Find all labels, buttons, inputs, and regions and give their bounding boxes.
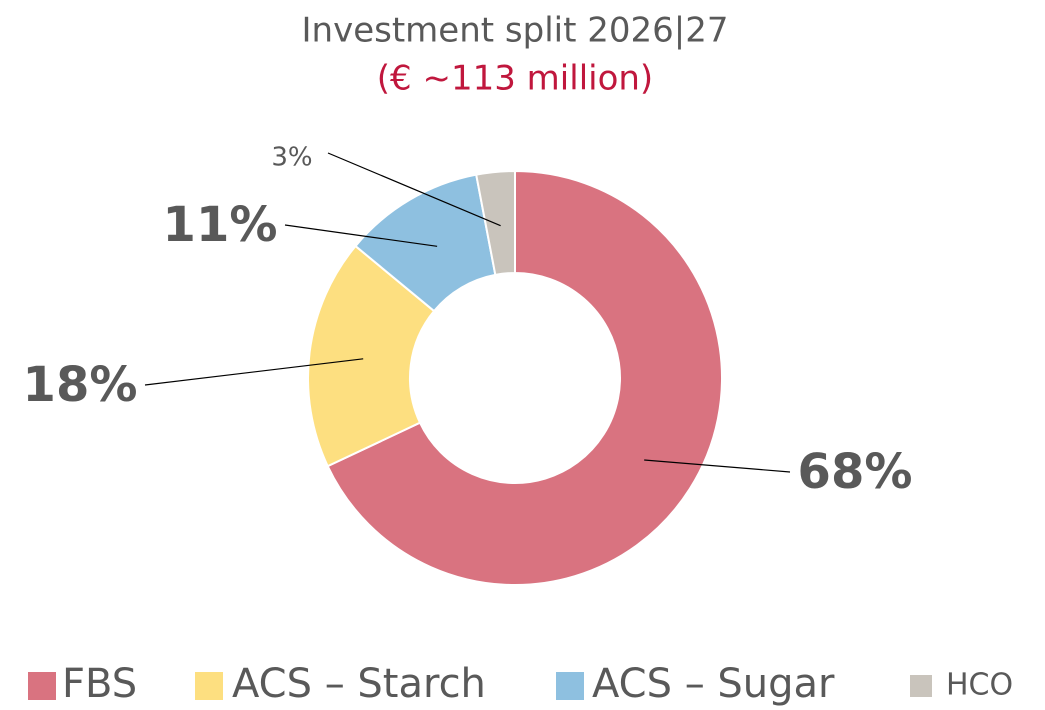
leader-line [327,152,501,227]
legend-swatch [28,672,56,700]
data-label: 11% [163,197,278,253]
legend-swatch [556,672,584,700]
donut-segment [307,244,436,468]
chart-subtitle: (€ ~113 million) [377,59,653,99]
legend-label: ACS – Starch [232,661,486,707]
data-label: 68% [798,444,913,500]
legend-swatch [195,672,223,700]
chart-title: Investment split 2026|27 [302,11,729,51]
data-label: 3% [271,143,312,173]
legend-label: FBS [62,661,137,707]
leader-line [644,459,791,473]
leader-line [144,358,364,386]
legend-label: ACS – Sugar [592,661,835,707]
data-label: 18% [23,357,138,413]
leader-line [284,224,438,247]
legend-swatch [910,675,932,697]
donut-segment [326,169,723,586]
legend-label: HCO [946,668,1013,703]
